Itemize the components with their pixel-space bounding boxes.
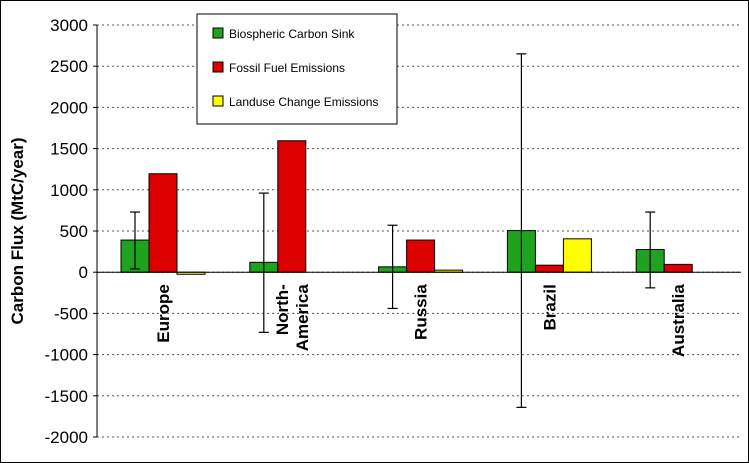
- bar-australia-series-1: [663, 263, 693, 273]
- grid-lines: [97, 24, 741, 438]
- category-labels: Europe North-America Russia Brazil Australia: [154, 284, 688, 357]
- category-label-line: Russia: [412, 284, 431, 340]
- category-label: Russia: [412, 284, 431, 340]
- legend-label: Landuse Change Emissions: [229, 95, 378, 109]
- y-tick-label: -1000: [45, 346, 88, 365]
- error-bars: [130, 53, 656, 408]
- bar-north-america-series-1: [277, 140, 307, 273]
- y-tick-label: -500: [54, 304, 88, 323]
- bar-russia-series-1: [406, 239, 436, 273]
- bars: [120, 140, 693, 275]
- bar-europe-series-1: [148, 173, 178, 273]
- bar-brazil-series-2: [562, 238, 592, 273]
- legend-swatch: [212, 61, 224, 73]
- y-tick-label: 3000: [50, 16, 88, 35]
- y-tick-label: 500: [60, 222, 88, 241]
- y-tick-label: 2500: [50, 57, 88, 76]
- y-axis-title: Carbon Flux (MtC/year): [8, 137, 27, 324]
- category-label-line: Brazil: [540, 284, 559, 330]
- y-tick-label: 1000: [50, 181, 88, 200]
- category-label: North-America: [273, 284, 312, 352]
- y-tick-label: 0: [79, 263, 88, 282]
- category-label-line: Europe: [154, 284, 173, 343]
- legend-label: Fossil Fuel Emissions: [229, 61, 345, 75]
- category-label: Brazil: [540, 284, 559, 330]
- legend-swatch: [212, 95, 224, 107]
- category-label: Europe: [154, 284, 173, 343]
- y-tick-labels: -2000 -1500 -1000 -500 0 500 1000 1500 2000 2500 3…: [45, 16, 97, 447]
- bar-brazil-series-1: [534, 264, 564, 273]
- y-tick-label: 2000: [50, 98, 88, 117]
- category-label-line: America: [293, 284, 312, 352]
- y-tick-label: -2000: [45, 428, 88, 447]
- y-tick-label: -1500: [45, 387, 88, 406]
- category-label-line: Australia: [669, 284, 688, 357]
- y-tick-label: 1500: [50, 140, 88, 159]
- legend-label: Biospheric Carbon Sink: [229, 27, 355, 41]
- legend-swatch: [212, 27, 224, 39]
- legend-box: [196, 13, 398, 125]
- category-label: Australia: [669, 284, 688, 357]
- legend: Biospheric Carbon Sink Fossil Fuel Emissi…: [196, 13, 398, 125]
- category-label-line: North-: [273, 284, 292, 335]
